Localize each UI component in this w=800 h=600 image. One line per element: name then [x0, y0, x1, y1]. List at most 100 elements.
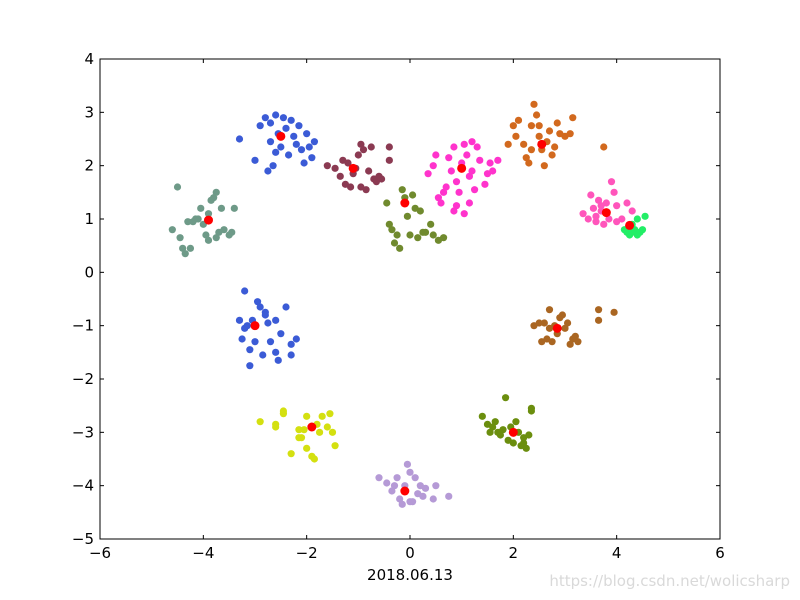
scatter-point: [341, 180, 350, 188]
scatter-point: [217, 204, 226, 212]
scatter-point: [447, 167, 455, 175]
scatter-point: [432, 151, 440, 159]
scatter-point: [168, 226, 176, 234]
y-tick-labels: 4 3 2 1 0 −1 −2 −3 −4 −5: [72, 50, 94, 548]
scatter-point: [445, 154, 453, 162]
scatter-point: [494, 156, 502, 164]
scatter-point: [429, 231, 437, 239]
scatter-point: [202, 231, 210, 239]
scatter-point: [383, 199, 391, 207]
scatter-point: [592, 212, 600, 220]
scatter-point: [398, 500, 406, 508]
plot-frame: [99, 58, 721, 540]
scatter-point: [496, 431, 505, 439]
scatter-point: [429, 495, 437, 503]
y-tick-label: −4: [72, 477, 94, 495]
scatter-point: [256, 122, 264, 130]
scatter-point: [194, 215, 202, 223]
scatter-point: [287, 450, 295, 458]
scatter-point: [514, 116, 523, 124]
watermark: https://blog.csdn.net/wolicsharp: [549, 572, 790, 590]
scatter-point: [512, 132, 520, 140]
scatter-point: [442, 183, 450, 191]
scatter-point: [269, 162, 277, 170]
cluster-centroid: [276, 131, 286, 141]
scatter-point: [272, 316, 280, 324]
cluster-centroid: [537, 139, 547, 149]
scatter-point: [179, 244, 187, 252]
scatter-point: [375, 474, 383, 482]
scatter-point: [421, 484, 430, 492]
scatter-point: [527, 122, 536, 130]
scatter-point: [305, 143, 313, 151]
scatter-point: [468, 138, 476, 146]
scatter-point: [406, 468, 414, 476]
scatter-point: [563, 319, 572, 327]
scatter-point: [535, 319, 543, 327]
scatter-point: [525, 159, 533, 167]
scatter-point: [486, 159, 494, 167]
cluster-centroid: [508, 427, 518, 437]
scatter-point: [439, 188, 448, 196]
scatter-point: [235, 316, 244, 324]
scatter-point: [512, 418, 520, 426]
scatter-point: [551, 143, 559, 151]
scatter-point: [385, 220, 393, 228]
scatter-point: [390, 482, 399, 490]
scatter-point: [545, 306, 554, 314]
scatter-point: [197, 204, 205, 212]
scatter-point: [600, 143, 608, 151]
x-tick-labels: −6 −4 −2 0 2 4 6: [89, 544, 725, 562]
scatter-point: [303, 412, 311, 420]
scatter-point: [501, 394, 510, 402]
scatter-point: [388, 487, 396, 495]
scatter-point: [628, 228, 636, 236]
scatter-point: [623, 199, 631, 207]
scatter-point: [520, 140, 528, 148]
scatter-point: [432, 482, 440, 490]
scatter-point: [388, 226, 396, 234]
scatter-point: [452, 178, 461, 186]
y-tick-label: −3: [72, 423, 94, 441]
scatter-point: [509, 439, 517, 447]
scatter-point: [445, 492, 453, 500]
scatter-point: [261, 311, 269, 319]
scatter-point: [470, 186, 479, 194]
scatter-point: [437, 199, 445, 207]
scatter-point: [238, 335, 246, 343]
scatter-point: [509, 122, 517, 130]
scatter-point: [264, 167, 272, 175]
y-tick-label: 1: [84, 210, 94, 228]
scatter-point: [455, 188, 463, 196]
scatter-point: [411, 474, 419, 482]
y-tick-label: −5: [72, 530, 94, 548]
cluster-centroid: [457, 163, 467, 173]
data-points: [168, 100, 649, 508]
scatter-point: [287, 116, 295, 124]
scatter-point: [520, 439, 528, 447]
scatter-point: [287, 340, 295, 348]
scatter-point: [292, 140, 300, 148]
scatter-point: [243, 322, 251, 330]
scatter-point: [287, 351, 295, 359]
scatter-point: [403, 212, 412, 220]
scatter-point: [450, 143, 458, 151]
scatter-point: [277, 330, 285, 338]
x-tick-label: 2: [509, 544, 519, 562]
scatter-point: [613, 218, 621, 226]
scatter-point: [357, 183, 365, 191]
scatter-point: [478, 412, 486, 420]
scatter-point: [264, 319, 272, 327]
scatter-point: [610, 308, 618, 316]
scatter-point: [176, 234, 184, 242]
scatter-point: [421, 228, 430, 236]
scatter-point: [181, 250, 189, 258]
x-tick-label: 0: [405, 544, 415, 562]
cluster-centroids: [204, 131, 635, 496]
scatter-point: [274, 356, 282, 364]
scatter-point: [476, 156, 484, 164]
scatter-point: [633, 215, 641, 223]
x-tick-label: −4: [192, 544, 214, 562]
scatter-point: [416, 207, 424, 215]
scatter-point: [367, 143, 375, 151]
